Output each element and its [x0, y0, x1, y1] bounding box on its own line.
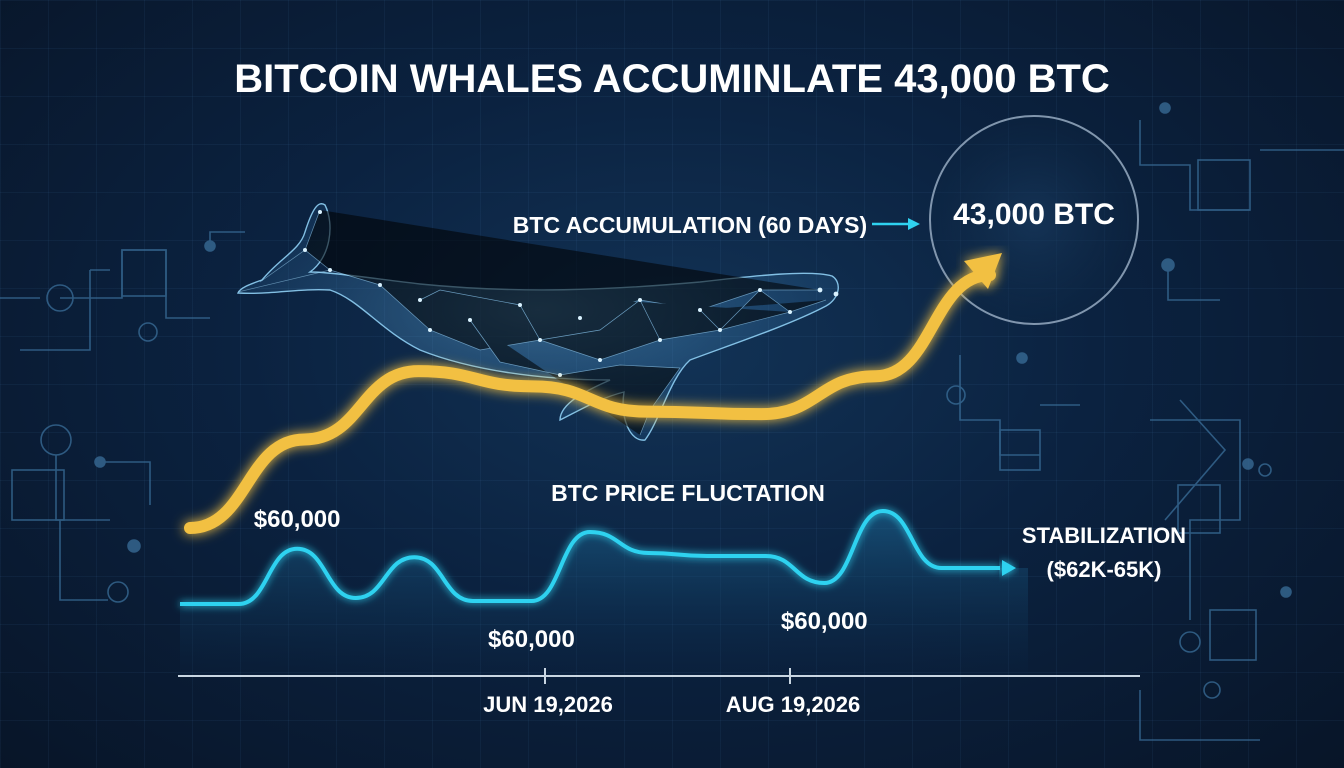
price-annotation-2: $60,000 — [781, 608, 868, 635]
price-section-title: BTC PRICE FLUCTATION — [551, 480, 825, 506]
price-line — [180, 508, 1000, 606]
circuit-decoration-right — [946, 102, 1344, 741]
accumulation-arrowhead — [964, 253, 1002, 289]
accumulation-label-arrowhead — [908, 218, 920, 230]
accumulation-value: 43,000 BTC — [953, 198, 1115, 231]
x-tick-label-1: AUG 19,2026 — [726, 692, 861, 717]
price-annotation-0: $60,000 — [254, 506, 341, 533]
accumulation-label: BTC ACCUMULATION (60 DAYS) — [513, 212, 867, 238]
stabilization-label: STABILIZATION — [1022, 523, 1186, 548]
chart-title: BITCOIN WHALES ACCUMINLATE 43,000 BTC — [234, 57, 1110, 101]
price-line-arrowhead — [1002, 560, 1016, 576]
circuit-decoration-left — [0, 231, 245, 603]
price-annotation-1: $60,000 — [488, 626, 575, 653]
price-area-fill — [180, 511, 1028, 676]
accumulation-trend-line — [184, 269, 996, 534]
whale-icon — [236, 203, 839, 441]
price-annotations: $60,000 $60,000 $60,000 — [254, 506, 868, 653]
x-tick-label-0: JUN 19,2026 — [483, 692, 613, 717]
stabilization-range: ($62K-65K) — [1047, 557, 1162, 582]
